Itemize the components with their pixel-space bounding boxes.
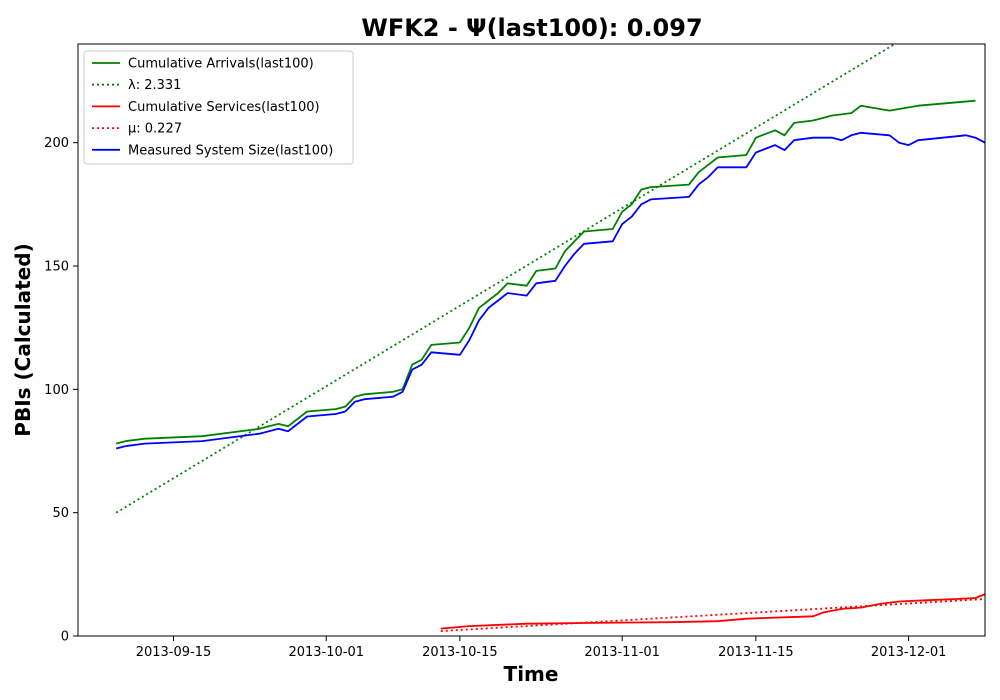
series-line-1 [115, 99, 976, 445]
x-tick-label: 2013-12-01 [871, 645, 947, 660]
x-tick-label: 2013-10-01 [288, 645, 364, 660]
legend-label-5: Measured System Size(last100) [128, 143, 333, 158]
x-tick-label: 2013-10-15 [422, 645, 498, 660]
plot-area [115, 44, 985, 632]
legend: Cumulative Arrivals(last100) λ: 2.331 Cumu… [83, 50, 354, 165]
y-tick-label: 50 [52, 506, 69, 521]
legend-box [83, 50, 354, 165]
x-tick-label: 2013-09-15 [136, 645, 212, 660]
y-axis: 0 50 100 150 200 [44, 136, 78, 645]
y-tick-label: 150 [44, 260, 69, 275]
legend-label-2: λ: 2.331 [128, 78, 181, 93]
legend-label-4: μ: 0.227 [128, 122, 182, 137]
chart-title: WFK2 - Ψ(last100): 0.097 [361, 14, 702, 42]
series-line-2 [115, 44, 897, 514]
legend-label-1: Cumulative Arrivals(last100) [128, 57, 314, 72]
legend-label-3: Cumulative Services(last100) [128, 100, 320, 115]
series-line-4 [440, 598, 985, 632]
y-axis-label: PBIs (Calculated) [11, 243, 35, 436]
y-tick-label: 200 [44, 136, 69, 151]
x-tick-label: 2013-11-15 [718, 645, 794, 660]
x-axis: 2013-09-15 2013-10-01 2013-10-15 2013-11-01… [136, 636, 947, 660]
y-tick-label: 100 [44, 383, 69, 398]
y-tick-label: 0 [61, 630, 69, 645]
x-axis-label: Time [504, 662, 559, 686]
series-line-5 [115, 131, 985, 450]
x-tick-label: 2013-11-01 [584, 645, 660, 660]
axes-frame [77, 43, 986, 637]
